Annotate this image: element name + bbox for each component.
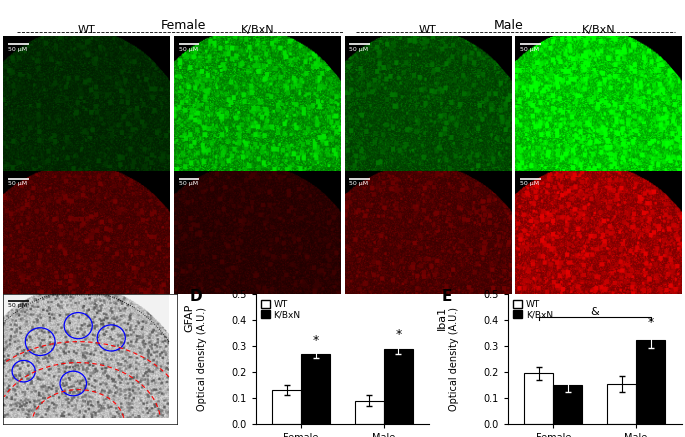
Text: 50 μM: 50 μM: [179, 47, 198, 52]
Legend: WT, K/BxN: WT, K/BxN: [512, 299, 553, 320]
Text: Male: Male: [494, 19, 523, 32]
Text: E: E: [442, 289, 452, 304]
Legend: WT, K/BxN: WT, K/BxN: [260, 299, 301, 320]
Bar: [607, 384, 636, 424]
Text: 50 μM: 50 μM: [349, 181, 369, 187]
Bar: [355, 401, 384, 424]
Bar: [524, 374, 553, 424]
Text: Iba1: Iba1: [436, 306, 447, 330]
Title: K/BxN: K/BxN: [582, 25, 615, 35]
Y-axis label: Optical density (A.U.): Optical density (A.U.): [449, 307, 459, 411]
Title: K/BxN: K/BxN: [240, 25, 274, 35]
Y-axis label: Optical density (A.U.): Optical density (A.U.): [197, 307, 207, 411]
Text: *: *: [647, 316, 653, 329]
Bar: [272, 390, 301, 424]
Text: 50 μM: 50 μM: [520, 181, 539, 187]
Text: *: *: [395, 328, 401, 340]
Text: 50 μM: 50 μM: [520, 47, 539, 52]
Text: 50 μM: 50 μM: [349, 47, 369, 52]
Title: WT: WT: [419, 25, 436, 35]
Bar: [384, 349, 413, 424]
Text: *: *: [312, 334, 319, 347]
Text: 50 μM: 50 μM: [8, 303, 27, 309]
Text: &: &: [590, 307, 599, 317]
Bar: [636, 340, 665, 424]
Text: GFAP: GFAP: [184, 304, 195, 332]
Title: WT: WT: [78, 25, 95, 35]
Text: D: D: [190, 289, 202, 304]
Text: 50 μM: 50 μM: [8, 181, 27, 187]
Bar: [301, 354, 330, 424]
Text: 50 μM: 50 μM: [8, 47, 27, 52]
Text: 50 μM: 50 μM: [179, 181, 198, 187]
Bar: [553, 385, 582, 424]
Text: Female: Female: [160, 19, 206, 32]
